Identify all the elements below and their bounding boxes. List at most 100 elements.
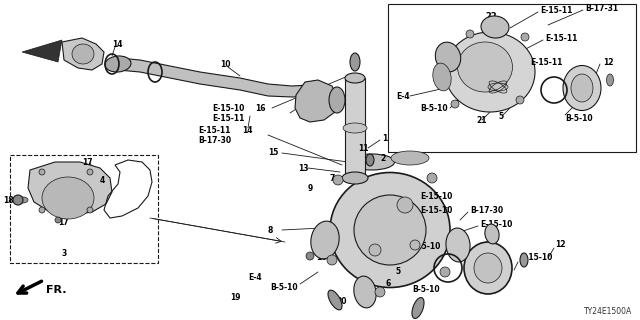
Ellipse shape <box>464 242 512 294</box>
Ellipse shape <box>18 197 28 203</box>
Circle shape <box>55 217 61 223</box>
Ellipse shape <box>328 290 342 310</box>
Ellipse shape <box>412 298 424 318</box>
Circle shape <box>333 175 343 185</box>
Text: FR.: FR. <box>46 285 67 295</box>
Text: B-17-30: B-17-30 <box>470 205 503 214</box>
Text: 15: 15 <box>268 148 278 156</box>
Text: 14: 14 <box>242 125 253 134</box>
Text: 16: 16 <box>255 103 266 113</box>
Circle shape <box>466 30 474 38</box>
Text: 12: 12 <box>555 239 566 249</box>
Text: TY24E1500A: TY24E1500A <box>584 308 632 316</box>
Polygon shape <box>62 38 104 70</box>
Ellipse shape <box>446 228 470 262</box>
Circle shape <box>87 207 93 213</box>
Polygon shape <box>295 80 338 122</box>
Text: E-15-10: E-15-10 <box>420 191 452 201</box>
Circle shape <box>306 252 314 260</box>
Ellipse shape <box>72 44 94 64</box>
Text: B-17-30: B-17-30 <box>198 135 231 145</box>
Text: 8: 8 <box>268 226 273 235</box>
Ellipse shape <box>330 172 450 287</box>
Ellipse shape <box>571 74 593 102</box>
Ellipse shape <box>520 253 528 267</box>
Circle shape <box>369 244 381 256</box>
Ellipse shape <box>435 42 461 72</box>
Circle shape <box>327 255 337 265</box>
Circle shape <box>87 169 93 175</box>
Ellipse shape <box>329 87 345 113</box>
Ellipse shape <box>481 16 509 38</box>
Text: B-17-31: B-17-31 <box>585 4 618 12</box>
Text: 22: 22 <box>485 12 497 20</box>
Text: E-15-11: E-15-11 <box>545 34 577 43</box>
Text: 1: 1 <box>382 133 387 142</box>
Text: E-15-10: E-15-10 <box>408 242 440 251</box>
Text: 3: 3 <box>62 250 67 259</box>
Circle shape <box>39 207 45 213</box>
Text: 18: 18 <box>3 196 13 204</box>
Ellipse shape <box>607 74 614 86</box>
Text: 13: 13 <box>298 164 308 172</box>
Circle shape <box>13 195 23 205</box>
Text: 2: 2 <box>380 154 385 163</box>
Text: 9: 9 <box>308 183 313 193</box>
Ellipse shape <box>343 123 367 133</box>
Text: E-15-10: E-15-10 <box>520 253 552 262</box>
Ellipse shape <box>354 195 426 265</box>
Text: 19: 19 <box>230 293 241 302</box>
Text: 17: 17 <box>58 218 68 227</box>
Ellipse shape <box>458 42 513 92</box>
Text: B-5-10: B-5-10 <box>270 284 298 292</box>
Text: 12: 12 <box>603 58 614 67</box>
Text: E-15-11: E-15-11 <box>530 58 563 67</box>
Text: E-15-10: E-15-10 <box>480 220 513 228</box>
Circle shape <box>410 240 420 250</box>
Bar <box>10 155 158 263</box>
Text: E-15-11: E-15-11 <box>198 125 230 134</box>
Ellipse shape <box>445 32 535 112</box>
Text: B-5-10: B-5-10 <box>412 285 440 294</box>
Polygon shape <box>118 58 310 97</box>
Polygon shape <box>22 40 62 62</box>
Ellipse shape <box>342 172 368 184</box>
Circle shape <box>521 33 529 41</box>
Text: 5: 5 <box>498 111 503 121</box>
Circle shape <box>375 287 385 297</box>
Circle shape <box>440 267 450 277</box>
Circle shape <box>451 100 459 108</box>
Text: 6: 6 <box>386 279 391 289</box>
Circle shape <box>397 197 413 213</box>
Ellipse shape <box>563 66 601 110</box>
Ellipse shape <box>433 63 451 91</box>
Text: E-15-11: E-15-11 <box>212 114 244 123</box>
Text: E-15-10: E-15-10 <box>212 103 244 113</box>
Text: B-5-10: B-5-10 <box>565 114 593 123</box>
Text: 4: 4 <box>100 175 105 185</box>
Ellipse shape <box>345 73 365 83</box>
Text: E-15-11: E-15-11 <box>540 5 572 14</box>
Text: 10: 10 <box>220 60 230 68</box>
Text: 16: 16 <box>316 253 326 262</box>
Text: 17: 17 <box>82 157 93 166</box>
Circle shape <box>427 173 437 183</box>
Ellipse shape <box>349 154 394 170</box>
Circle shape <box>516 96 524 104</box>
Text: 5: 5 <box>395 268 400 276</box>
Ellipse shape <box>391 151 429 165</box>
Circle shape <box>39 169 45 175</box>
Ellipse shape <box>366 154 374 166</box>
Text: 14: 14 <box>112 39 122 49</box>
Bar <box>388 4 636 152</box>
Text: 7: 7 <box>330 173 335 182</box>
Text: E-15-10: E-15-10 <box>420 205 452 214</box>
Text: 20: 20 <box>336 298 346 307</box>
Text: B-5-10: B-5-10 <box>420 103 447 113</box>
Polygon shape <box>28 162 112 215</box>
Ellipse shape <box>350 53 360 71</box>
Text: 21: 21 <box>476 116 486 124</box>
Text: 11: 11 <box>358 143 369 153</box>
Text: E-4: E-4 <box>396 92 410 100</box>
Ellipse shape <box>42 177 94 219</box>
